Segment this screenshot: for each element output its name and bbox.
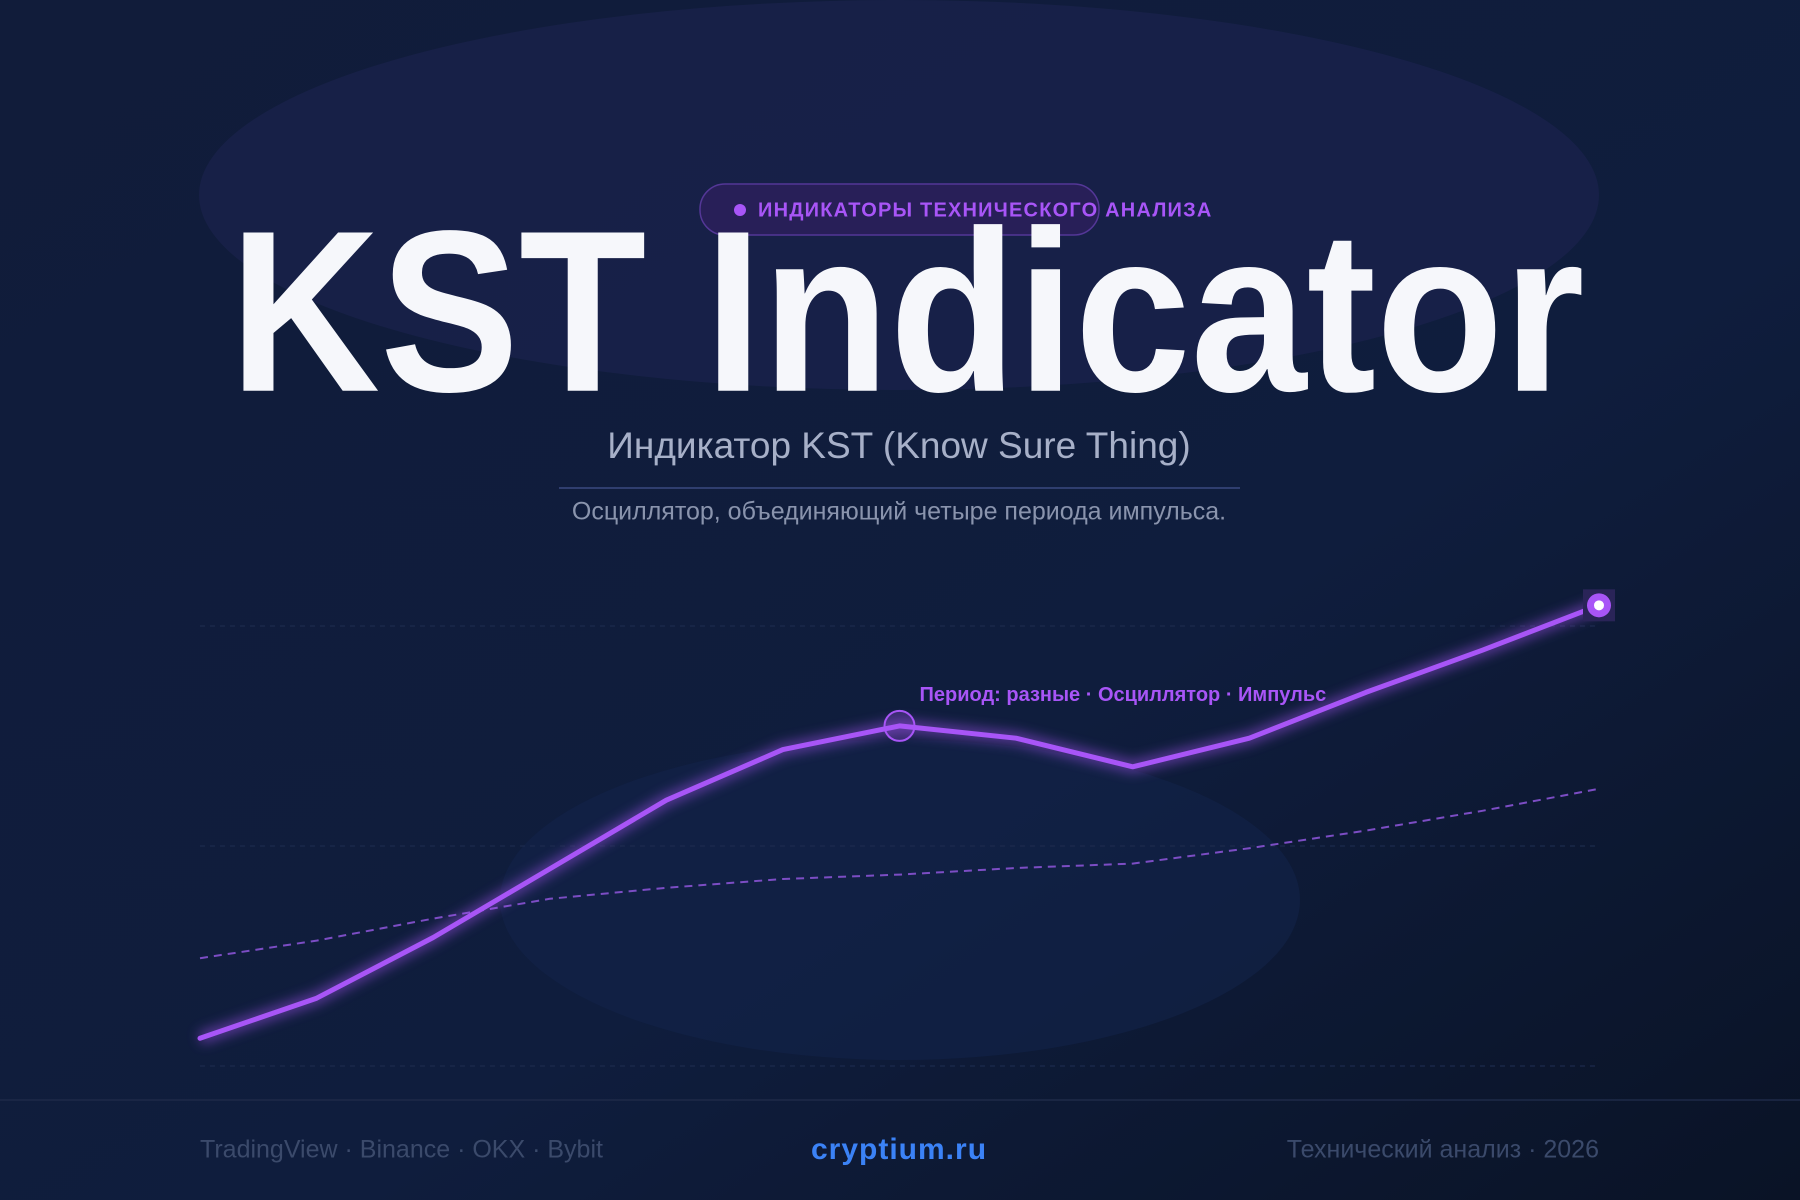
chart: Период: разные · Осциллятор · Импульс xyxy=(197,589,1615,1067)
footer-right: Технический анализ · 2026 xyxy=(1287,1136,1599,1164)
glow-bottom xyxy=(500,740,1300,1060)
footer-brand: cryptium.ru xyxy=(811,1133,987,1166)
kst-line xyxy=(197,602,1602,1041)
tag-pill xyxy=(699,183,1100,236)
end-point-core xyxy=(1594,600,1604,611)
subtitle: Индикатор KST (Know Sure Thing) xyxy=(607,425,1190,466)
tag: ИНДИКАТОРЫ ТЕХНИЧЕСКОГО АНАЛИЗА xyxy=(758,199,1213,221)
description: Осциллятор, объединяющий четыре периода … xyxy=(572,498,1226,526)
footer-left: TradingView · Binance · OKX · Bybit xyxy=(200,1136,603,1164)
highlight-point xyxy=(883,709,916,742)
signal-line xyxy=(199,787,1600,960)
annotation: Период: разные · Осциллятор · Импульс xyxy=(920,684,1327,706)
tag-dot xyxy=(734,204,746,216)
title: KST Indicator xyxy=(230,183,1585,440)
